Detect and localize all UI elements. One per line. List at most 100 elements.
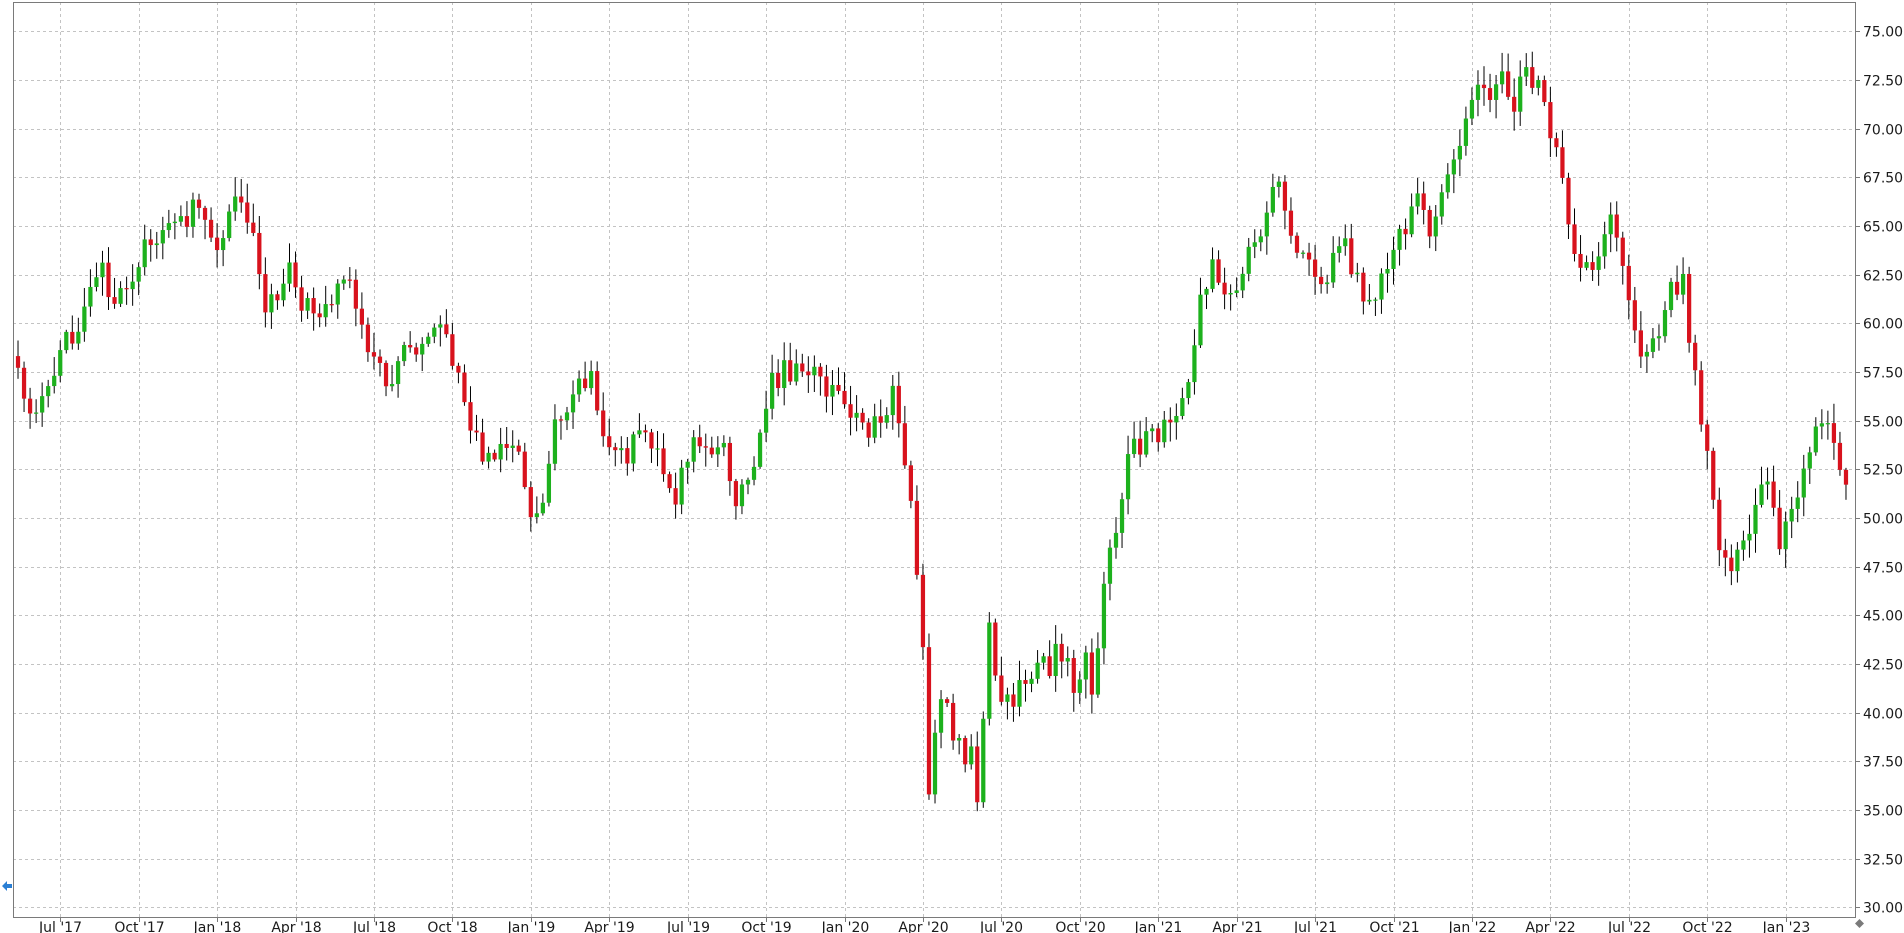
candle-up xyxy=(969,746,974,765)
candle-up xyxy=(1276,181,1282,187)
candle-up xyxy=(64,331,69,351)
candle-down xyxy=(1626,265,1631,301)
x-tick-label: Apr '22 xyxy=(1525,920,1575,933)
candle-down xyxy=(257,232,262,275)
candle-up xyxy=(1107,547,1113,584)
candle-down xyxy=(27,398,33,414)
candle-up xyxy=(938,699,944,733)
chart-shift-icon[interactable] xyxy=(1855,919,1864,928)
y-tick-label: 35.00 xyxy=(1863,804,1903,820)
candle-down xyxy=(1288,210,1294,236)
candle-up xyxy=(94,277,99,287)
candle-up xyxy=(1662,310,1668,337)
candle-down xyxy=(263,274,268,313)
candle-up xyxy=(402,345,407,362)
candle-up xyxy=(1035,662,1040,679)
candle-up xyxy=(1753,504,1758,534)
candle-up xyxy=(830,384,835,397)
candle-up xyxy=(1029,678,1034,684)
candle-up xyxy=(1397,228,1402,250)
candle-up xyxy=(1795,497,1800,509)
x-tick-label: Jul '17 xyxy=(38,920,82,933)
x-tick-label: Jul '19 xyxy=(666,920,710,933)
x-tick-label: Jul '18 xyxy=(352,920,396,933)
candle-down xyxy=(975,746,980,803)
candle-up xyxy=(46,386,51,397)
x-tick-label: Oct '20 xyxy=(1055,920,1105,933)
candle-up xyxy=(40,396,45,413)
candle-up xyxy=(82,306,87,332)
candle-up xyxy=(1083,652,1088,680)
candle-down xyxy=(800,363,805,372)
candle-down xyxy=(1089,652,1094,695)
plot-frame xyxy=(13,2,1856,918)
y-tick-label: 45.00 xyxy=(1863,609,1903,625)
candle-down xyxy=(1282,181,1288,211)
candle-down xyxy=(625,448,630,464)
candle-down xyxy=(878,416,883,423)
candle-up xyxy=(1765,481,1770,485)
candle-up xyxy=(432,327,437,337)
candle-up xyxy=(1825,423,1830,425)
candle-up xyxy=(872,416,877,438)
candle-up xyxy=(637,430,642,435)
candle-up xyxy=(486,452,491,462)
candle-up xyxy=(1457,145,1462,160)
candle-down xyxy=(124,288,129,290)
candle-up xyxy=(812,366,817,376)
candle-down xyxy=(806,371,811,376)
candle-down xyxy=(1705,424,1710,451)
candle-down xyxy=(1349,238,1354,275)
candle-down xyxy=(106,262,111,298)
candle-down xyxy=(251,222,256,233)
candle-up xyxy=(1801,468,1806,498)
candle-up xyxy=(1355,272,1360,275)
candle-up xyxy=(1668,281,1674,311)
candle-down xyxy=(595,371,600,411)
candle-down xyxy=(70,331,75,344)
candle-down xyxy=(383,362,389,387)
x-tick-label: Jan '20 xyxy=(821,920,870,933)
candle-down xyxy=(649,432,654,449)
candle-up xyxy=(190,199,196,227)
candle-up xyxy=(52,375,57,387)
candle-up xyxy=(389,384,395,387)
candle-up xyxy=(1131,438,1137,455)
candle-down xyxy=(1361,272,1366,302)
candle-down xyxy=(208,219,214,238)
candle-up xyxy=(1053,643,1058,677)
candle-down xyxy=(902,423,907,466)
candle-down xyxy=(1023,680,1028,684)
candle-up xyxy=(118,288,123,304)
candle-down xyxy=(963,737,968,765)
x-tick-label: Oct '19 xyxy=(741,920,791,933)
candle-up xyxy=(685,461,690,468)
y-tick-label: 60.00 xyxy=(1863,317,1903,333)
candle-down xyxy=(1059,643,1064,662)
candle-up xyxy=(691,437,696,462)
candle-down xyxy=(299,287,304,311)
candle-down xyxy=(371,352,377,357)
candle-down xyxy=(1614,214,1619,238)
candle-down xyxy=(818,366,823,377)
candle-up xyxy=(1228,293,1233,295)
candle-down xyxy=(727,442,733,482)
candle-down xyxy=(450,334,455,366)
candle-up xyxy=(1101,583,1107,649)
candle-up xyxy=(1445,174,1450,193)
x-tick-label: Apr '19 xyxy=(584,920,634,933)
candle-down xyxy=(733,481,739,507)
candle-down xyxy=(1711,450,1716,500)
autoscroll-icon[interactable] xyxy=(1,880,13,892)
candle-up xyxy=(287,262,292,284)
candle-down xyxy=(1831,423,1837,443)
x-tick-label: Jan '18 xyxy=(193,920,242,933)
candle-down xyxy=(196,199,202,208)
candle-up xyxy=(1439,192,1444,217)
candle-up xyxy=(1807,452,1812,469)
candle-down xyxy=(214,237,220,251)
candle-up xyxy=(987,622,992,719)
candle-up xyxy=(745,479,751,485)
y-tick-label: 37.50 xyxy=(1863,755,1903,771)
candle-up xyxy=(631,434,636,464)
